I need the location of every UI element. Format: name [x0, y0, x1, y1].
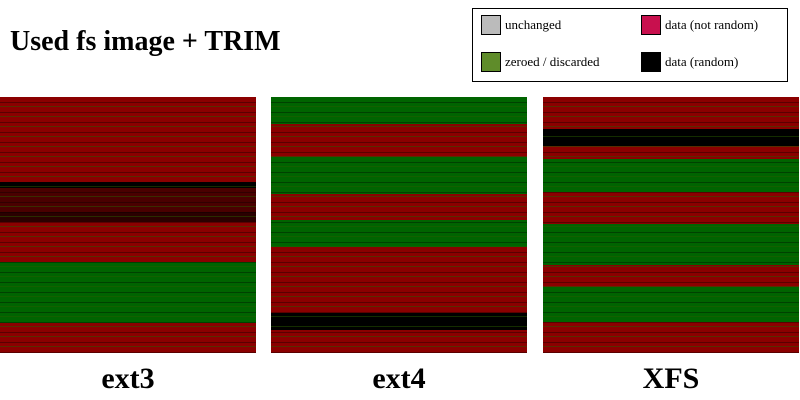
legend-item: data (random): [641, 52, 738, 72]
stripes: [271, 97, 527, 353]
legend-item: zeroed / discarded: [481, 52, 600, 72]
swatch: [481, 52, 501, 72]
title: Used fs image + TRIM: [10, 26, 281, 57]
legend-item: unchanged: [481, 15, 561, 35]
fs-map: [0, 97, 256, 353]
panel-label: ext4: [372, 362, 426, 395]
legend-label: unchanged: [505, 17, 562, 32]
legend: unchanged data (not random) zeroed / dis…: [472, 8, 788, 82]
fs-map: [543, 97, 799, 353]
legend-label: data (random): [665, 54, 739, 69]
swatch: [641, 15, 661, 35]
panel-label: ext3: [101, 362, 155, 395]
stripes: [0, 97, 256, 353]
legend-label: zeroed / discarded: [505, 54, 600, 69]
swatch: [481, 15, 501, 35]
fs-map: [271, 97, 527, 353]
panel-label: XFS: [642, 362, 700, 395]
legend-item: data (not random): [641, 15, 758, 35]
legend-label: data (not random): [665, 17, 759, 32]
swatch: [641, 52, 661, 72]
stripes: [543, 97, 799, 353]
